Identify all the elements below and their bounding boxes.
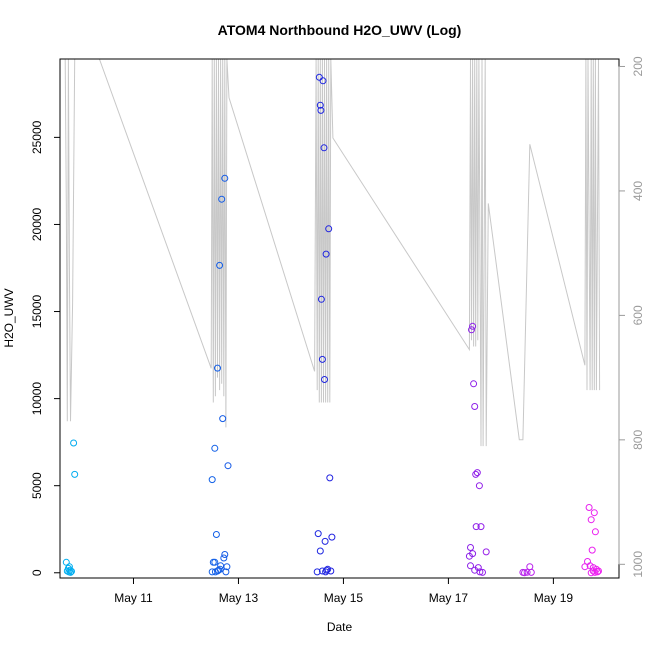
- scatter-point: [317, 295, 325, 303]
- scatter-point: [477, 523, 485, 531]
- scatter-point: [68, 567, 75, 575]
- scatter-point: [328, 533, 336, 541]
- scatter-point: [526, 563, 534, 571]
- scatter-point: [472, 470, 480, 478]
- scatter-point: [221, 174, 229, 182]
- scatter-point: [208, 476, 216, 484]
- x-tick-label: May 13: [219, 591, 259, 605]
- scatter-point: [212, 531, 220, 538]
- scatter-point: [471, 403, 479, 410]
- x-tick-label: May 19: [534, 591, 574, 605]
- scatter-point: [320, 144, 328, 152]
- y-tick-label: 15000: [30, 295, 44, 329]
- scatter-point: [523, 568, 531, 576]
- scatter-point: [315, 73, 323, 81]
- scatter-point: [521, 569, 528, 577]
- scatter-point: [223, 563, 231, 571]
- y-axis-title: H2O_UWV: [2, 288, 16, 347]
- scatter-point: [318, 355, 326, 363]
- scatter-point: [471, 566, 479, 574]
- scatter-point: [221, 551, 229, 558]
- y-tick-label: 0: [30, 569, 44, 576]
- scatter-point: [219, 415, 227, 423]
- x-tick-label: May 17: [429, 591, 469, 605]
- pressure-line-layer: [64, 58, 601, 447]
- scatter-point: [211, 558, 219, 566]
- scatter-point: [469, 550, 477, 558]
- scatter-point: [591, 528, 599, 536]
- y2-tick-label: 1000: [631, 551, 645, 578]
- scatter-point: [321, 376, 328, 383]
- y-tick-label: 25000: [30, 120, 44, 154]
- y2-tick-label: 600: [631, 305, 645, 325]
- scatter-point: [589, 564, 597, 572]
- x-axis: May 11 May 13 May 15 May 17 May 19: [114, 577, 574, 605]
- y2-tick-label: 200: [631, 56, 645, 76]
- y-tick-label: 10000: [30, 382, 44, 416]
- plot-frame: [59, 58, 620, 579]
- scatter-point: [316, 547, 324, 555]
- scatter-point: [468, 326, 475, 334]
- scatter-point: [469, 322, 477, 330]
- y-axis-left: 0 5000 10000 15000 20000 25000: [30, 120, 61, 576]
- scatter-point: [216, 261, 224, 269]
- scatter-point: [318, 567, 326, 575]
- scatter-point: [214, 364, 221, 372]
- y-axis-right: 200 400 600 800 1000: [618, 56, 645, 578]
- scatter-point: [473, 469, 481, 477]
- y2-tick-label: 400: [631, 181, 645, 201]
- chart-title: ATOM4 Northbound H2O_UWV (Log): [218, 22, 462, 38]
- scatter-point: [588, 546, 596, 554]
- scatter-point: [475, 482, 483, 490]
- scatter-point: [326, 474, 334, 482]
- x-tick-label: May 15: [324, 591, 364, 605]
- scatter-point: [321, 537, 329, 545]
- scatter-point: [595, 567, 602, 575]
- scatter-point: [224, 462, 232, 470]
- scatter-point: [70, 439, 78, 447]
- scatter-point: [317, 106, 325, 114]
- pressure-series-line: [64, 58, 601, 447]
- scatter-point: [316, 101, 324, 109]
- scatter-point: [211, 444, 219, 452]
- x-axis-title: Date: [327, 620, 353, 634]
- scatter-points-layer: [62, 73, 602, 577]
- scatter-point: [325, 225, 333, 233]
- scatter-point: [527, 568, 535, 576]
- scatter-point: [472, 523, 480, 531]
- scatter-point: [67, 568, 74, 576]
- scatter-point: [479, 568, 486, 576]
- y-tick-label: 5000: [30, 472, 44, 499]
- scatter-point: [587, 516, 595, 524]
- scatter-point: [313, 568, 321, 576]
- scatter-point: [590, 509, 598, 517]
- scatter-point: [322, 250, 330, 258]
- y-tick-label: 20000: [30, 207, 44, 241]
- y2-tick-label: 800: [631, 430, 645, 450]
- scatter-point: [482, 548, 490, 556]
- scatter-point: [467, 562, 474, 570]
- scatter-point: [467, 544, 474, 551]
- scatter-point: [470, 380, 478, 388]
- scatter-point: [71, 470, 79, 478]
- scatter-point: [222, 568, 230, 576]
- x-tick-label: May 11: [114, 591, 153, 605]
- scatter-point: [208, 568, 216, 576]
- scatter-point: [218, 195, 226, 203]
- scatter-point: [319, 77, 327, 85]
- scatter-point: [585, 504, 593, 511]
- scatter-point: [327, 567, 335, 575]
- scatter-point: [323, 566, 331, 574]
- scatter-point: [314, 530, 322, 538]
- scatter-point: [220, 554, 228, 562]
- scatter-point: [216, 565, 224, 573]
